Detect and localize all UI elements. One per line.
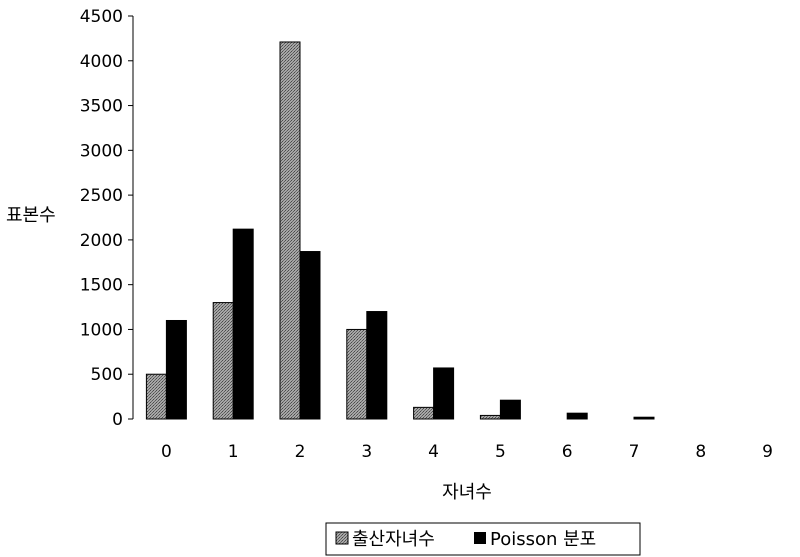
bar-births bbox=[479, 414, 501, 420]
legend: 출산자녀수 Poisson 분포 bbox=[325, 522, 641, 556]
x-tick-label: 7 bbox=[629, 442, 640, 462]
bar-births bbox=[145, 373, 167, 420]
x-tick-label: 3 bbox=[361, 442, 372, 462]
y-tick-label: 2000 bbox=[80, 231, 123, 251]
y-tick-label: 1500 bbox=[80, 276, 123, 296]
bar-births bbox=[212, 302, 234, 420]
legend-label-births: 출산자녀수 bbox=[352, 529, 435, 550]
x-tick-label: 2 bbox=[295, 442, 306, 462]
bars bbox=[145, 41, 655, 420]
x-tick-label: 0 bbox=[161, 442, 172, 462]
x-tick-label: 6 bbox=[562, 442, 573, 462]
x-axis-ticks: 0 1 2 3 4 5 6 7 8 9 bbox=[161, 442, 773, 462]
y-tick-label: 4500 bbox=[80, 7, 123, 27]
y-tick-label: 0 bbox=[112, 410, 123, 430]
bar-poisson bbox=[499, 399, 521, 420]
y-tick-label: 1000 bbox=[80, 320, 123, 340]
y-tick-label: 2500 bbox=[80, 186, 123, 206]
bar-poisson bbox=[633, 416, 655, 420]
x-axis-label: 자녀수 bbox=[442, 482, 492, 503]
bar-poisson bbox=[165, 319, 187, 420]
y-tick-label: 4000 bbox=[80, 52, 123, 72]
x-tick-label: 5 bbox=[495, 442, 506, 462]
y-tick-label: 3000 bbox=[80, 141, 123, 161]
x-tick-label: 4 bbox=[428, 442, 439, 462]
legend-swatch-poisson bbox=[474, 532, 486, 544]
bar-poisson bbox=[232, 228, 254, 420]
y-tick-label: 500 bbox=[91, 365, 123, 385]
y-tick-label: 3500 bbox=[80, 97, 123, 117]
x-tick-label: 1 bbox=[228, 442, 239, 462]
y-axis-label: 표본수 bbox=[6, 205, 56, 226]
bar-poisson bbox=[366, 311, 388, 420]
legend-label-poisson: Poisson 분포 bbox=[490, 529, 596, 550]
legend-swatch-births bbox=[335, 531, 349, 545]
bar-births bbox=[413, 406, 435, 420]
bar-poisson bbox=[299, 251, 321, 420]
x-tick-label: 9 bbox=[762, 442, 773, 462]
x-tick-label: 8 bbox=[695, 442, 706, 462]
bar-poisson bbox=[433, 367, 455, 420]
y-axis-ticks: 0 500 1000 1500 2000 2500 3000 3500 4000 4500 bbox=[80, 7, 133, 430]
bar-births bbox=[346, 328, 368, 420]
bar-poisson bbox=[566, 412, 588, 420]
bar-births bbox=[279, 41, 301, 420]
